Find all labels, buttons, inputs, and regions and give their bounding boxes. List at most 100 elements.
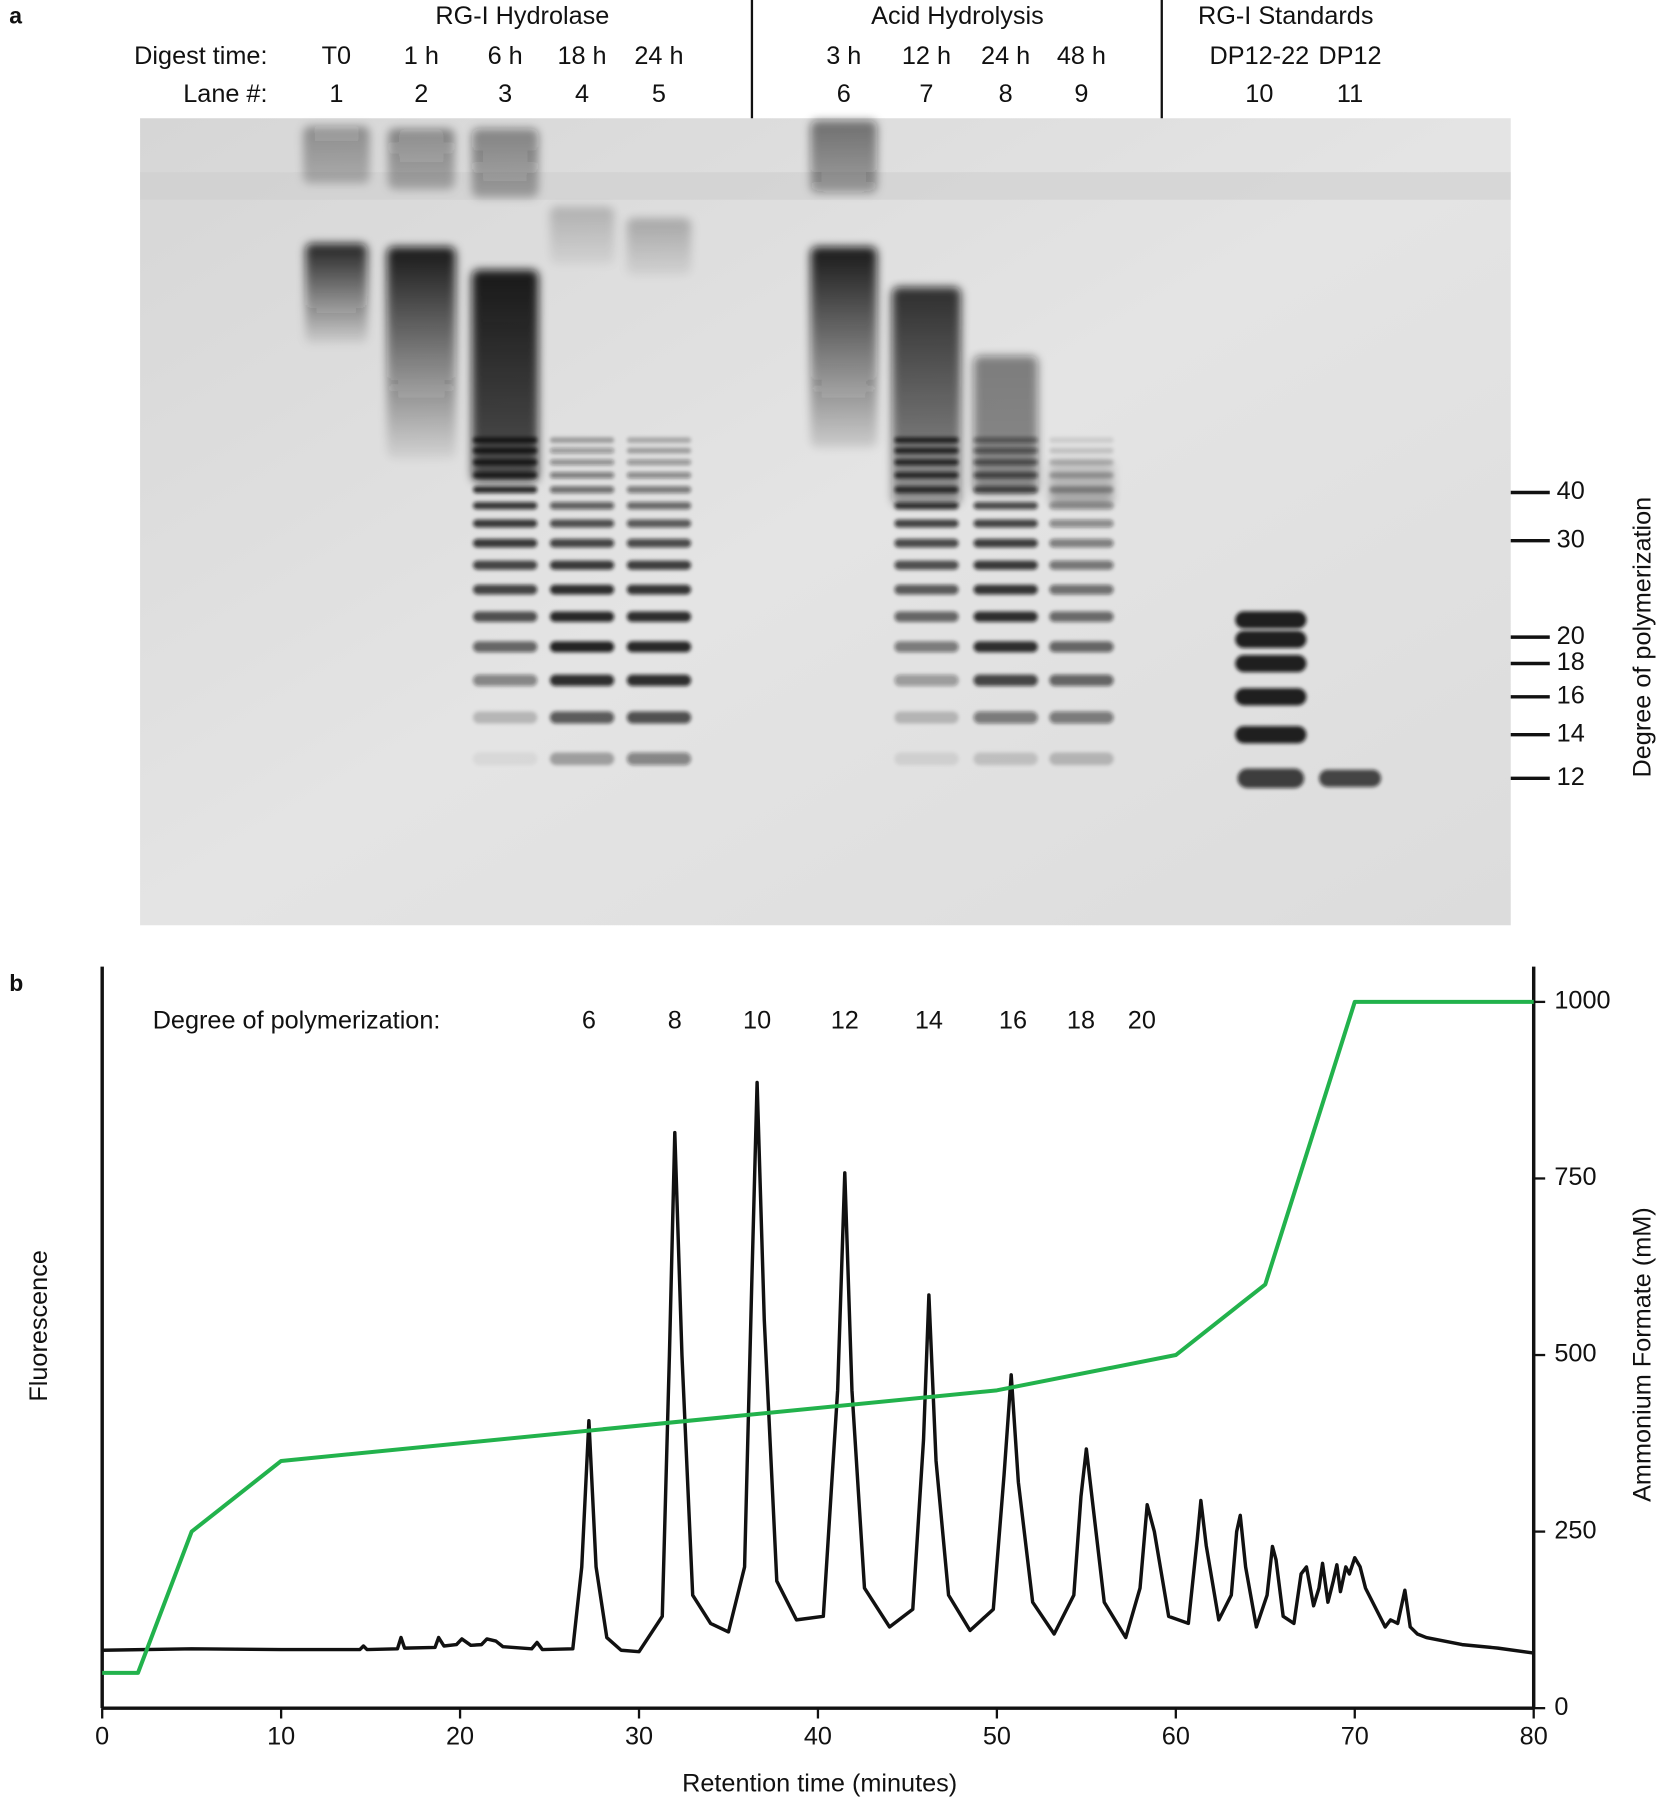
dp-tick-label: 14 <box>1557 719 1585 747</box>
gel-band <box>894 674 959 687</box>
gel-band <box>472 641 538 653</box>
gel-band <box>973 538 1038 548</box>
gel-panel: RG-I Hydrolase Acid Hydrolysis RG-I Stan… <box>134 0 1657 926</box>
row-label: Digest time: <box>134 42 267 70</box>
gel-band <box>472 538 538 548</box>
x-tick-label: 10 <box>267 1723 295 1751</box>
dp-annotation: 12 <box>831 1006 859 1034</box>
gel-band <box>549 560 615 570</box>
panel-label: b <box>9 970 23 996</box>
gel-smear <box>626 218 692 276</box>
x-tick-label: 0 <box>95 1723 109 1751</box>
gel-band <box>1235 654 1307 673</box>
lane-number: 6 <box>837 80 851 108</box>
dp-annotation: 14 <box>915 1006 943 1034</box>
y2-tick-label: 1000 <box>1554 987 1610 1015</box>
gel-band <box>472 486 538 494</box>
panel-label: a <box>9 2 22 28</box>
gel-smear <box>471 128 539 198</box>
group-label: RG-I Hydrolase <box>435 2 609 30</box>
gel-smear <box>891 286 961 506</box>
gel-band <box>973 611 1038 622</box>
dp-tick-label: 18 <box>1557 648 1585 676</box>
lane-number: 9 <box>1074 80 1088 108</box>
gel-band <box>549 486 615 494</box>
gel-band <box>1319 769 1382 787</box>
gel-band <box>894 752 959 766</box>
lane-number: 2 <box>414 80 428 108</box>
x-tick-label: 20 <box>446 1723 474 1751</box>
digest-time: 12 h <box>902 42 951 70</box>
gel-band <box>549 611 615 622</box>
gel-band <box>1235 726 1307 744</box>
group-label: RG-I Standards <box>1198 2 1373 30</box>
lane-number: 3 <box>498 80 512 108</box>
dp-tick-label: 12 <box>1557 763 1585 791</box>
gel-band <box>1049 538 1114 548</box>
gel-band <box>973 711 1038 724</box>
gel-band <box>549 584 615 595</box>
gel-band <box>549 472 615 479</box>
gel-smear <box>973 355 1038 494</box>
gel-band <box>472 611 538 622</box>
dp-tick-label: 40 <box>1557 477 1585 505</box>
gel-band <box>1235 630 1307 649</box>
x-tick-label: 40 <box>804 1723 832 1751</box>
gel-band <box>626 641 692 653</box>
gel-band <box>472 674 538 687</box>
gel-band <box>549 752 615 766</box>
lane-number: 8 <box>999 80 1013 108</box>
dp-annotation: 16 <box>999 1006 1027 1034</box>
gel-smear <box>471 269 539 483</box>
gel-band <box>1049 674 1114 687</box>
dp-annotation: 20 <box>1128 1006 1156 1034</box>
group-label: Acid Hydrolysis <box>871 2 1044 30</box>
lane-number: 11 <box>1337 80 1363 108</box>
gel-band <box>1237 768 1305 789</box>
gel-band <box>894 711 959 724</box>
gel-band <box>472 711 538 724</box>
digest-time: 18 h <box>557 42 606 70</box>
gel-band <box>973 584 1038 595</box>
digest-time: DP12-22 <box>1210 42 1310 70</box>
dp-tick-label: 16 <box>1557 681 1585 709</box>
digest-time: DP12 <box>1318 42 1381 70</box>
gel-smear <box>303 126 370 184</box>
chromatogram: Retention time (minutes) Fluorescence Am… <box>25 966 1657 1798</box>
gel-band <box>973 641 1038 653</box>
gel-band <box>626 472 692 479</box>
x-tick-label: 30 <box>625 1723 653 1751</box>
dp-tick-label: 20 <box>1557 622 1585 650</box>
gel-band <box>1049 519 1114 528</box>
gel-band <box>1049 752 1114 766</box>
gel-band <box>549 674 615 687</box>
gel-band <box>1049 641 1114 653</box>
gel-band <box>894 611 959 622</box>
gel-band <box>626 560 692 570</box>
gel-band <box>626 459 692 466</box>
gel-band <box>973 674 1038 687</box>
digest-time: 3 h <box>826 42 861 70</box>
y-axis-label: Fluorescence <box>25 1250 53 1402</box>
y2-tick-label: 750 <box>1554 1163 1596 1191</box>
fluorescence-line <box>102 1080 1534 1655</box>
gel-band <box>626 501 692 510</box>
digest-time: 24 h <box>634 42 683 70</box>
gel-band <box>973 501 1038 510</box>
x-tick-label: 60 <box>1162 1723 1190 1751</box>
gel-smear <box>810 246 878 448</box>
lane-number: 10 <box>1245 80 1273 108</box>
dp-annotation: 8 <box>668 1006 682 1034</box>
y2-tick-label: 250 <box>1554 1516 1596 1544</box>
row-label: Lane #: <box>183 80 267 108</box>
digest-time: 48 h <box>1057 42 1106 70</box>
gel-smear <box>1049 459 1114 506</box>
gel-band <box>549 501 615 510</box>
gel-band <box>626 711 692 724</box>
y2-tick-label: 500 <box>1554 1340 1596 1368</box>
gel-smear <box>549 206 615 265</box>
gel-band <box>1049 584 1114 595</box>
gel-smear <box>810 120 878 193</box>
gel-band <box>626 752 692 766</box>
